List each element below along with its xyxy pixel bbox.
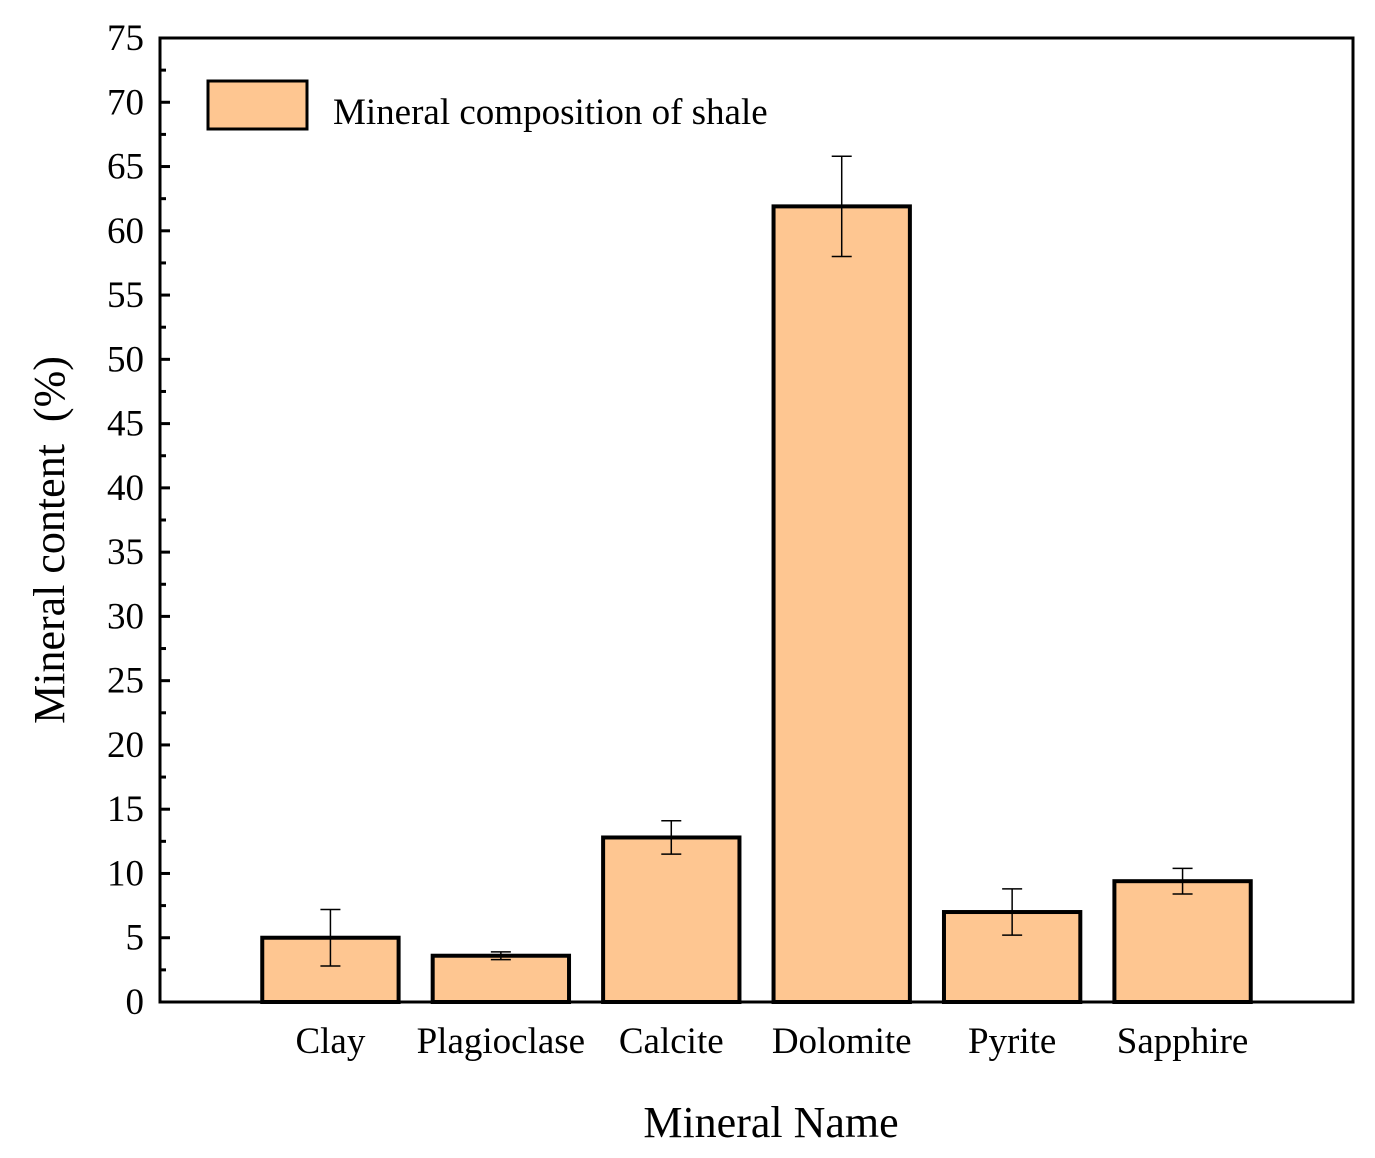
y-axis: 0 5 10 15 20 25 30 35 40 45 50 55 60 65 70 75 xyxy=(107,18,170,1023)
legend-swatch xyxy=(206,79,309,131)
plot-frame xyxy=(158,36,1355,1004)
y-tick-label: 25 xyxy=(107,661,144,702)
x-tick-label: Clay xyxy=(295,1021,365,1062)
x-tick-label: Sapphire xyxy=(1117,1021,1249,1062)
y-tick-label: 5 xyxy=(126,918,145,959)
y-tick-label: 10 xyxy=(107,853,144,894)
y-tick-label: 35 xyxy=(107,532,144,573)
y-tick-label: 70 xyxy=(107,82,144,123)
legend: Mineral composition of shale xyxy=(206,79,768,133)
bar-plagioclase xyxy=(430,953,572,1005)
y-axis-title: Mineral content (%) xyxy=(25,356,74,724)
error-bars-group xyxy=(320,155,1193,967)
y-tick-label: 20 xyxy=(107,725,144,766)
y-tick-label: 60 xyxy=(107,211,144,252)
x-axis-title: Mineral Name xyxy=(643,1098,898,1147)
bar-calcite xyxy=(601,835,742,1005)
y-tick-label: 50 xyxy=(107,339,144,380)
bars-group xyxy=(260,204,1253,1005)
bar-sapphire xyxy=(1112,879,1253,1004)
y-tick-label: 30 xyxy=(107,596,144,637)
y-tick-label: 55 xyxy=(107,275,144,316)
y-tick-label: 15 xyxy=(107,789,144,830)
x-tick-label: Pyrite xyxy=(968,1021,1056,1062)
y-tick-label: 75 xyxy=(107,18,144,59)
x-axis: Clay Plagioclase Calcite Dolomite Pyrite Sapp… xyxy=(295,1021,1248,1062)
x-tick-label: Dolomite xyxy=(772,1021,912,1062)
legend-label: Mineral composition of shale xyxy=(333,92,768,133)
y-tick-label: 0 xyxy=(126,982,145,1023)
y-tick-label: 65 xyxy=(107,147,144,188)
y-tick-label: 40 xyxy=(107,468,144,509)
x-tick-label: Calcite xyxy=(619,1021,724,1062)
x-tick-label: Plagioclase xyxy=(417,1021,586,1062)
bar-dolomite xyxy=(771,204,912,1004)
y-tick-label: 45 xyxy=(107,404,144,445)
